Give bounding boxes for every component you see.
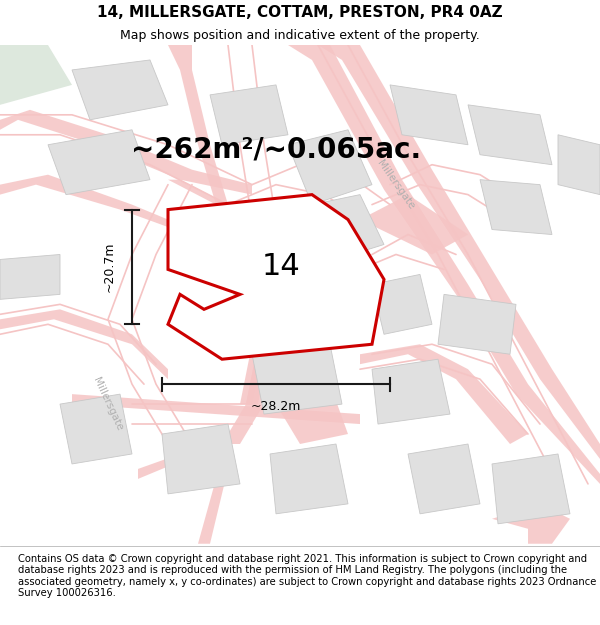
Text: Contains OS data © Crown copyright and database right 2021. This information is : Contains OS data © Crown copyright and d…	[18, 554, 596, 598]
Text: ~262m²/~0.065ac.: ~262m²/~0.065ac.	[131, 136, 421, 164]
Polygon shape	[558, 135, 600, 194]
Polygon shape	[168, 194, 384, 359]
Polygon shape	[72, 60, 168, 120]
Polygon shape	[72, 394, 360, 424]
Text: Millersgate: Millersgate	[91, 376, 125, 432]
Polygon shape	[288, 45, 600, 484]
Polygon shape	[228, 254, 318, 319]
Polygon shape	[438, 294, 516, 354]
Polygon shape	[372, 274, 432, 334]
Polygon shape	[390, 85, 468, 145]
Text: 14, MILLERSGATE, COTTAM, PRESTON, PR4 0AZ: 14, MILLERSGATE, COTTAM, PRESTON, PR4 0A…	[97, 5, 503, 20]
Polygon shape	[318, 45, 600, 459]
Text: Millersgate: Millersgate	[376, 158, 416, 211]
Polygon shape	[312, 194, 384, 259]
Polygon shape	[480, 179, 552, 234]
Polygon shape	[270, 444, 348, 514]
Polygon shape	[252, 344, 342, 414]
Polygon shape	[492, 454, 570, 524]
Text: Map shows position and indicative extent of the property.: Map shows position and indicative extent…	[120, 29, 480, 42]
Polygon shape	[288, 130, 372, 204]
Polygon shape	[0, 45, 72, 105]
Polygon shape	[168, 45, 264, 404]
Polygon shape	[0, 254, 60, 299]
Text: ~28.2m: ~28.2m	[251, 400, 301, 413]
Polygon shape	[210, 85, 288, 145]
Polygon shape	[360, 194, 468, 254]
Polygon shape	[48, 130, 150, 194]
Polygon shape	[492, 504, 570, 544]
Polygon shape	[360, 344, 528, 444]
Polygon shape	[468, 105, 552, 165]
Polygon shape	[168, 179, 270, 444]
Text: ~20.7m: ~20.7m	[103, 242, 116, 292]
Polygon shape	[0, 174, 270, 404]
Polygon shape	[0, 110, 252, 194]
Polygon shape	[372, 359, 450, 424]
Polygon shape	[162, 424, 240, 494]
Text: 14: 14	[262, 253, 301, 281]
Polygon shape	[270, 384, 348, 444]
Polygon shape	[60, 394, 132, 464]
Polygon shape	[408, 444, 480, 514]
Polygon shape	[0, 309, 168, 379]
Text: Millrsgate: Millrsgate	[232, 219, 254, 269]
Polygon shape	[138, 454, 228, 544]
